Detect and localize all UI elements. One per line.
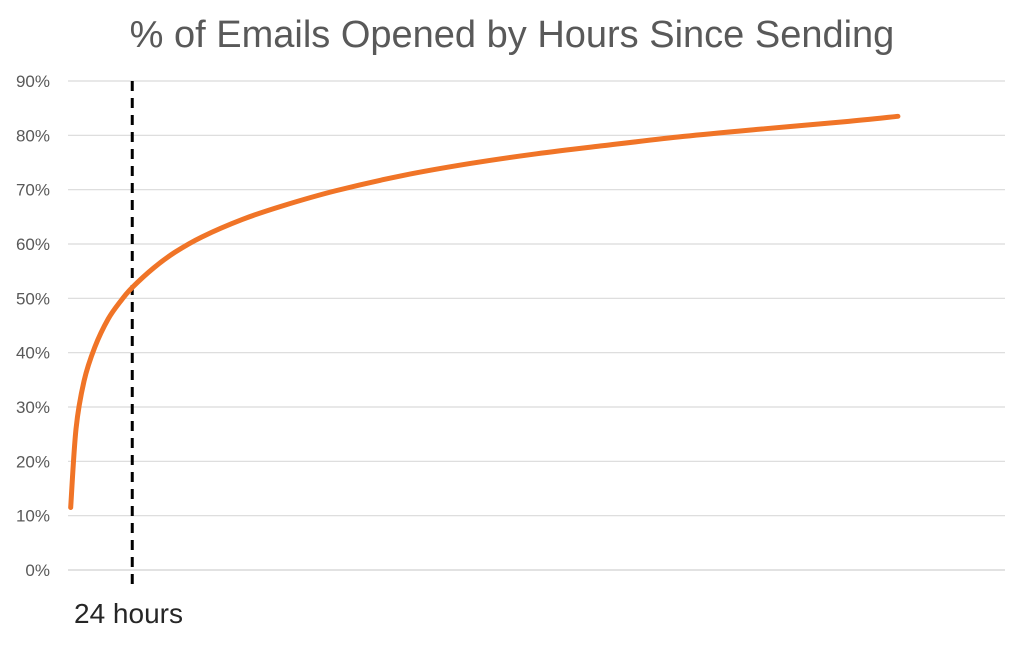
y-tick-label: 50%: [16, 289, 50, 308]
annotation: 24 hours: [74, 81, 183, 629]
annotation-label: 24 hours: [74, 598, 183, 629]
y-tick-label: 70%: [16, 181, 50, 200]
gridlines: [68, 80, 1005, 571]
series-layer: [68, 113, 901, 511]
chart-title: % of Emails Opened by Hours Since Sendin…: [129, 14, 895, 56]
y-tick-label: 20%: [16, 452, 50, 471]
y-tick-label: 90%: [16, 72, 50, 91]
y-tick-label: 0%: [25, 561, 50, 580]
y-tick-label: 60%: [16, 235, 50, 254]
y-tick-label: 40%: [16, 344, 50, 363]
y-tick-label: 30%: [16, 398, 50, 417]
y-axis-ticks: 0% 10% 20% 30% 40% 50% 60% 70% 80% 90%: [16, 72, 50, 580]
y-tick-label: 80%: [16, 126, 50, 145]
y-tick-label: 10%: [16, 507, 50, 526]
series-line: [68, 113, 901, 511]
